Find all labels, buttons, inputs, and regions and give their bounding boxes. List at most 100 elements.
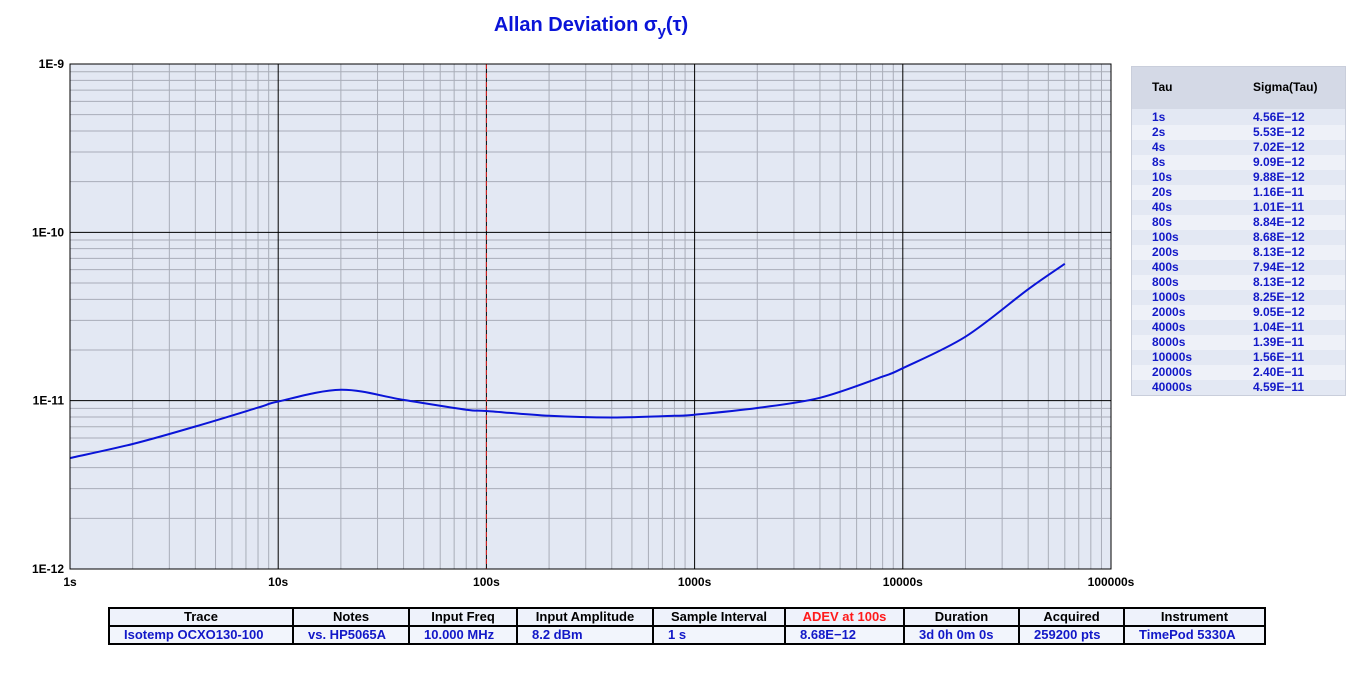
sigma-table-row: 20000s 2.40E−11 [1132, 365, 1345, 380]
info-header-adev: ADEV at 100s [784, 607, 905, 627]
tau-value: 20s [1152, 185, 1173, 199]
info-header-sample-interval: Sample Interval [652, 607, 786, 627]
tau-value: 8000s [1152, 335, 1186, 349]
adev-trace-line [69, 262, 1066, 460]
x-tick-label: 100000s [1088, 575, 1135, 589]
info-instrument: TimePod 5330A [1123, 625, 1266, 645]
tau-value: 4s [1152, 140, 1166, 154]
tau-value: 2s [1152, 125, 1166, 139]
info-notes: vs. HP5065A [292, 625, 410, 645]
sigma-header: Sigma(Tau) [1253, 80, 1318, 94]
sigma-table-row: 8000s 1.39E−11 [1132, 335, 1345, 350]
tau-value: 4000s [1152, 320, 1186, 334]
sigma-value: 5.53E−12 [1253, 125, 1305, 139]
sigma-value: 9.88E−12 [1253, 170, 1305, 184]
sigma-table-row: 800s 8.13E−12 [1132, 275, 1345, 290]
x-tick-label: 1s [63, 575, 77, 589]
y-tick-label: 1E-10 [32, 225, 64, 239]
sigma-value: 4.59E−11 [1253, 380, 1305, 394]
sigma-table-header: Tau Sigma(Tau) [1132, 67, 1345, 109]
tau-value: 10s [1152, 170, 1173, 184]
sigma-value: 9.09E−12 [1253, 155, 1305, 169]
sigma-table-row: 10s 9.88E−12 [1132, 170, 1345, 185]
tau-header: Tau [1152, 80, 1173, 94]
chart-title: Allan Deviation σy(τ) [493, 14, 689, 40]
sigma-value: 1.04E−11 [1253, 320, 1305, 334]
sigma-table-row: 4000s 1.04E−11 [1132, 320, 1345, 335]
sigma-table-row: 400s 7.94E−12 [1132, 260, 1345, 275]
sigma-table-row: 10000s 1.56E−11 [1132, 350, 1345, 365]
sigma-table-row: 80s 8.84E−12 [1132, 215, 1345, 230]
sigma-value: 8.13E−12 [1253, 245, 1305, 259]
sigma-value: 1.39E−11 [1253, 335, 1305, 349]
adev-chart: 1s 10s 100s 1000s 10000s 100000s 1E-91E-101E-… [32, 57, 1135, 589]
sigma-value: 9.05E−12 [1253, 305, 1305, 319]
info-acquired: 259200 pts [1018, 625, 1125, 645]
info-header-input-freq: Input Freq [408, 607, 518, 627]
tau-value: 100s [1152, 230, 1179, 244]
sigma-tau-table: Tau Sigma(Tau) 1s 4.56E−12 2s 5.53E−12 4s 7.0… [1131, 66, 1346, 396]
x-tick-label: 10s [268, 575, 288, 589]
measurement-info-table: Trace Notes Input Freq Input Amplitude S… [108, 607, 1266, 645]
x-tick-label: 10000s [883, 575, 923, 589]
tau-value: 40000s [1152, 380, 1193, 394]
info-adev: 8.68E−12 [784, 625, 905, 645]
sigma-value: 2.40E−11 [1253, 365, 1305, 379]
info-header-trace: Trace [108, 607, 294, 627]
info-values-row: Isotemp OCXO130-100 vs. HP5065A 10.000 M… [108, 625, 1266, 645]
plot-area [70, 64, 1111, 569]
sigma-table-rows: 1s 4.56E−12 2s 5.53E−12 4s 7.02E−12 8s 9.09E−12… [1132, 110, 1345, 395]
sigma-table-row: 1s 4.56E−12 [1132, 110, 1345, 125]
y-tick-label: 1E-9 [39, 57, 65, 71]
tau-value: 80s [1152, 215, 1173, 229]
tau-value: 10000s [1152, 350, 1193, 364]
x-tick-label: 100s [473, 575, 500, 589]
sigma-table-row: 40000s 4.59E−11 [1132, 380, 1345, 395]
tau-value: 40s [1152, 200, 1173, 214]
sigma-table-row: 1000s 8.25E−12 [1132, 290, 1345, 305]
y-axis-tick-labels: 1E-9 1E-10 1E-11 1E-12 [32, 57, 64, 576]
info-header-duration: Duration [903, 607, 1020, 627]
info-duration: 3d 0h 0m 0s [903, 625, 1020, 645]
tau-value: 800s [1152, 275, 1179, 289]
sigma-value: 4.56E−12 [1253, 110, 1305, 124]
x-axis-tick-labels: 1s 10s 100s 1000s 10000s 100000s [63, 575, 1134, 589]
info-header-instrument: Instrument [1123, 607, 1266, 627]
y-tick-label: 1E-12 [32, 562, 64, 576]
tau-value: 400s [1152, 260, 1179, 274]
sigma-value: 8.13E−12 [1253, 275, 1305, 289]
sigma-value: 1.16E−11 [1253, 185, 1305, 199]
info-sample-interval: 1 s [652, 625, 786, 645]
info-header-acquired: Acquired [1018, 607, 1125, 627]
sigma-value: 8.84E−12 [1253, 215, 1305, 229]
info-header-row: Trace Notes Input Freq Input Amplitude S… [108, 607, 1266, 627]
info-trace: Isotemp OCXO130-100 [108, 625, 294, 645]
tau-value: 8s [1152, 155, 1166, 169]
sigma-table-row: 8s 9.09E−12 [1132, 155, 1345, 170]
plot-border [69, 63, 1112, 570]
minor-grid [70, 64, 1111, 569]
tau-value: 200s [1152, 245, 1179, 259]
sigma-value: 8.68E−12 [1253, 230, 1305, 244]
info-input-amplitude: 8.2 dBm [516, 625, 654, 645]
info-input-freq: 10.000 MHz [408, 625, 518, 645]
sigma-value: 1.01E−11 [1253, 200, 1305, 214]
sigma-value: 7.02E−12 [1253, 140, 1305, 154]
sigma-table-row: 4s 7.02E−12 [1132, 140, 1345, 155]
tau-value: 1s [1152, 110, 1166, 124]
sigma-table-row: 40s 1.01E−11 [1132, 200, 1345, 215]
y-tick-label: 1E-11 [33, 394, 65, 408]
sigma-table-row: 100s 8.68E−12 [1132, 230, 1345, 245]
tau-value: 2000s [1152, 305, 1186, 319]
info-header-input-amplitude: Input Amplitude [516, 607, 654, 627]
sigma-table-row: 2s 5.53E−12 [1132, 125, 1345, 140]
info-header-notes: Notes [292, 607, 410, 627]
sigma-table-row: 20s 1.16E−11 [1132, 185, 1345, 200]
sigma-value: 7.94E−12 [1253, 260, 1305, 274]
tau-value: 1000s [1152, 290, 1186, 304]
x-tick-label: 1000s [678, 575, 712, 589]
sigma-value: 1.56E−11 [1253, 350, 1305, 364]
sigma-table-row: 200s 8.13E−12 [1132, 245, 1345, 260]
tau-value: 20000s [1152, 365, 1193, 379]
sigma-table-row: 2000s 9.05E−12 [1132, 305, 1345, 320]
